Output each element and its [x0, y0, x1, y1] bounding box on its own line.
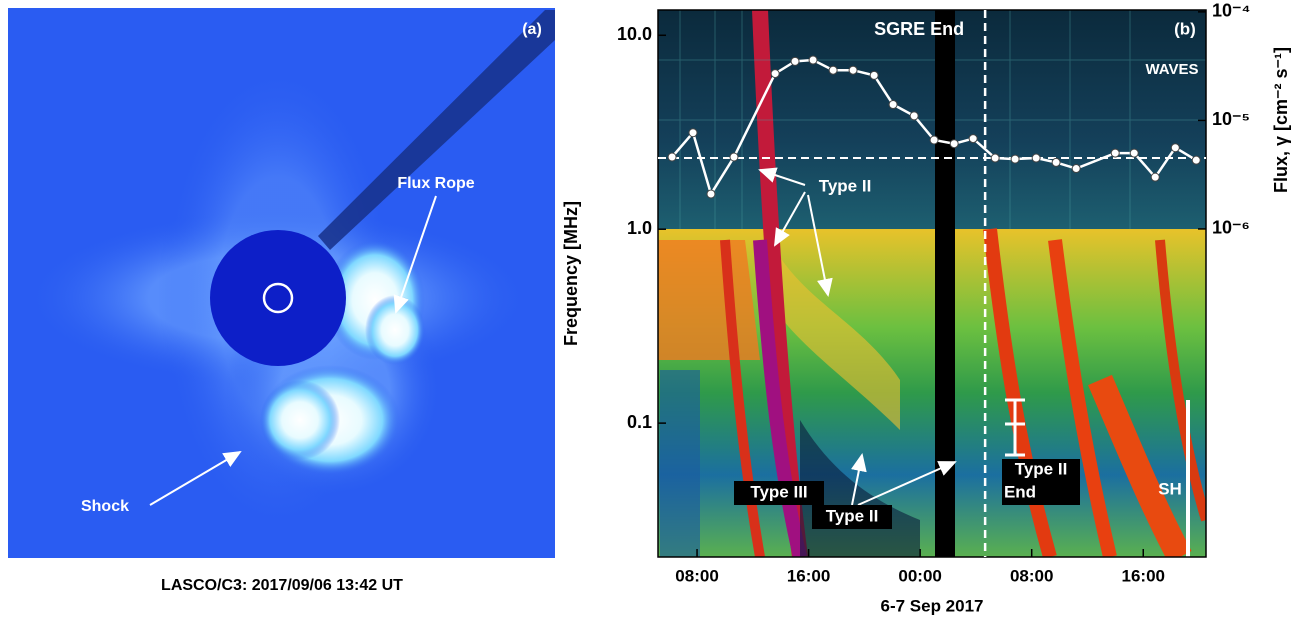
- flux-point: [1031, 153, 1041, 163]
- y-tick-label: 1.0: [627, 218, 652, 238]
- panel-label: (a): [522, 21, 542, 38]
- flux-point: [667, 152, 677, 162]
- flux-point: [808, 55, 818, 65]
- flux-point: [706, 189, 716, 199]
- y-tick-label: 10.0: [617, 24, 652, 44]
- y2-tick-label: 10⁻⁶: [1212, 218, 1250, 238]
- flux-point: [1191, 155, 1201, 165]
- caption: LASCO/C3: 2017/09/06 13:42 UT: [161, 577, 403, 594]
- burst-label: Type II: [826, 506, 879, 525]
- flux-point: [929, 135, 939, 145]
- annotation: Flux Rope: [397, 175, 474, 192]
- flux-point: [909, 111, 919, 121]
- label-box: [812, 505, 892, 529]
- x-tick-label: 16:00: [1122, 566, 1165, 585]
- type-arrows: [758, 167, 957, 506]
- y2-tick-label: 10⁻⁴: [1212, 1, 1250, 21]
- flux-point: [790, 56, 800, 66]
- flux-point: [1170, 143, 1180, 153]
- burst-label: Type II: [819, 176, 872, 195]
- flux-point: [688, 128, 698, 138]
- y-axis-label: Frequency [MHz]: [561, 201, 581, 346]
- flux-point: [770, 69, 780, 79]
- instrument-label: WAVES: [1145, 61, 1198, 78]
- flux-point: [828, 65, 838, 75]
- flux-point: [1071, 164, 1081, 174]
- flux-point: [888, 100, 898, 110]
- coronagraph-image: [8, 8, 555, 558]
- x-tick-label: 08:00: [675, 566, 718, 585]
- burst-label: End: [1004, 482, 1036, 501]
- plot-frame: [657, 9, 1207, 558]
- dynamic-spectrum: [658, 10, 1206, 557]
- flux-point: [869, 70, 879, 80]
- arrow: [149, 450, 242, 506]
- label-box: [734, 481, 824, 505]
- x-axis-label: 6-7 Sep 2017: [880, 596, 983, 615]
- flux-point: [729, 152, 739, 162]
- flux-point: [949, 139, 959, 149]
- burst-label: Type II: [1015, 459, 1068, 478]
- flux-point: [848, 65, 858, 75]
- y-tick-label: 0.1: [627, 412, 652, 432]
- label-box: [1002, 459, 1080, 505]
- y2-tick-label: 10⁻⁵: [1212, 109, 1250, 129]
- flux-point: [1129, 148, 1139, 158]
- flux-point: [1010, 154, 1020, 164]
- annotation: Shock: [81, 498, 129, 515]
- x-tick-label: 00:00: [898, 566, 941, 585]
- y2-axis-label: Flux, γ [cm⁻² s⁻¹]: [1271, 47, 1291, 193]
- arrow: [393, 195, 437, 314]
- burst-label: SH: [1158, 479, 1182, 498]
- flux-point: [1051, 157, 1061, 167]
- flux-point: [1110, 148, 1120, 158]
- panel-label: (b): [1174, 19, 1196, 38]
- flux-point: [990, 153, 1000, 163]
- x-tick-label: 08:00: [1010, 566, 1053, 585]
- flux-point: [968, 134, 978, 144]
- x-tick-label: 16:00: [787, 566, 830, 585]
- burst-label: Type III: [750, 482, 807, 501]
- sgre-end-label: SGRE End: [874, 19, 964, 39]
- flux-point: [1150, 172, 1160, 182]
